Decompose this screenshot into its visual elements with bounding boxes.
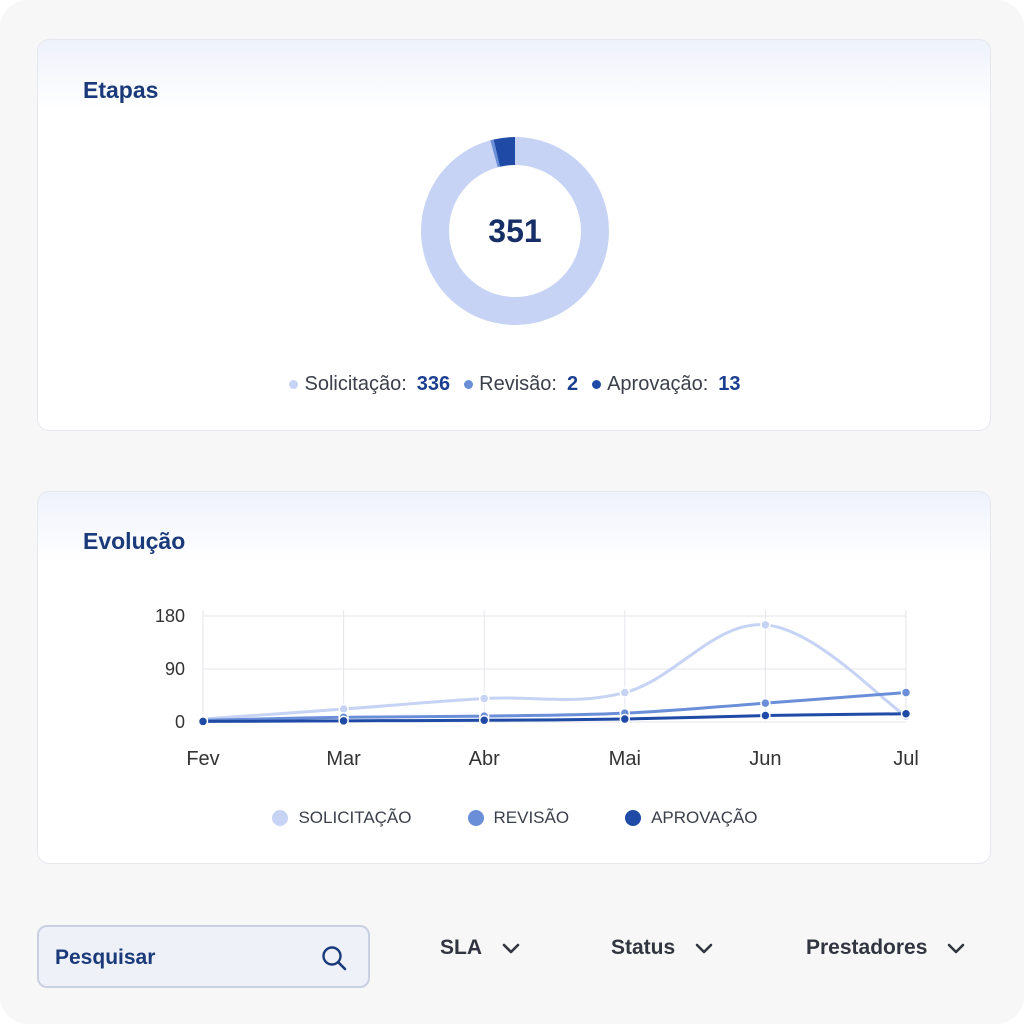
legend-item-aprovacao: Aprovação: 13 (592, 373, 741, 396)
y-tick-label: 0 (175, 712, 185, 732)
series-legend-revisao[interactable]: REVISÃO (467, 808, 570, 828)
legend-dot-solicitacao (289, 380, 299, 389)
data-point-revisao[interactable] (760, 697, 771, 709)
status-filter-dropdown[interactable]: Status (611, 936, 715, 960)
x-tick-label: Mar (326, 748, 361, 770)
etapas-card: Etapas 351 Solicitação: 336 Revisão: 2 A… (37, 39, 991, 431)
legend-label-aprovacao: Aprovação: (607, 373, 709, 395)
search-icon[interactable] (320, 944, 348, 972)
evolucao-legend: SOLICITAÇÃO REVISÃO APROVAÇÃO (38, 808, 992, 828)
data-point-solicitacao[interactable] (619, 687, 631, 698)
legend-value-revisao: 2 (566, 373, 579, 395)
chevron-down-icon (695, 943, 713, 954)
legend-dot-aprovacao (592, 380, 602, 389)
series-legend-aprovacao[interactable]: APROVAÇÃO (625, 808, 758, 828)
data-point-aprovacao[interactable] (619, 713, 631, 725)
etapas-title: Etapas (83, 77, 159, 103)
series-dot-revisao (467, 810, 484, 826)
donut-segment-aprovacao[interactable] (421, 137, 609, 325)
chevron-down-icon (948, 943, 965, 954)
series-line-revisao (202, 691, 907, 722)
search-placeholder: Pesquisar (55, 946, 156, 969)
series-label-solicitacao: SOLICITAÇÃO (298, 808, 412, 827)
etapas-donut-chart: 351 (420, 136, 610, 326)
series-legend-solicitacao[interactable]: SOLICITAÇÃO (272, 808, 412, 828)
series-line-solicitacao (202, 623, 907, 721)
search-input[interactable]: Pesquisar (37, 925, 370, 988)
legend-value-solicitacao: 336 (416, 373, 451, 395)
data-point-revisao[interactable] (900, 687, 912, 698)
series-label-aprovacao: APROVAÇÃO (651, 808, 758, 827)
chevron-down-icon (502, 943, 520, 954)
x-tick-label: Mai (609, 748, 641, 770)
donut-total: 351 (488, 212, 542, 249)
data-point-aprovacao[interactable] (760, 710, 771, 721)
y-tick-label: 180 (155, 606, 185, 626)
status-filter-label: Status (611, 936, 676, 959)
etapas-legend: Solicitação: 336 Revisão: 2 Aprovação: 1… (38, 373, 992, 396)
sla-filter-dropdown[interactable]: SLA (440, 936, 522, 960)
series-line-aprovacao (202, 712, 907, 723)
legend-item-solicitacao: Solicitação: 336 (289, 373, 450, 396)
x-tick-label: Abr (469, 748, 500, 770)
evolucao-title: Evolução (83, 528, 186, 554)
legend-dot-revisao (464, 380, 474, 389)
legend-value-aprovacao: 13 (718, 373, 741, 395)
sla-filter-label: SLA (440, 936, 482, 959)
data-point-aprovacao[interactable] (478, 714, 490, 726)
series-dot-solicitacao (272, 810, 289, 826)
prestadores-filter-dropdown[interactable]: Prestadores (806, 936, 967, 960)
x-tick-label: Jul (893, 748, 919, 770)
data-point-solicitacao[interactable] (760, 619, 771, 631)
data-point-aprovacao[interactable] (338, 715, 349, 727)
legend-item-revisao: Revisão: 2 (464, 373, 578, 396)
x-tick-label: Jun (749, 748, 781, 770)
evolucao-card: Evolução 180 90 0 Fev Mar Abr Mai Jun Jul SOLICI… (37, 491, 991, 864)
series-dot-aprovacao (625, 810, 642, 826)
prestadores-filter-label: Prestadores (806, 936, 928, 959)
legend-label-solicitacao: Solicitação: (304, 373, 407, 395)
x-tick-label: Fev (186, 748, 219, 770)
series-label-revisao: REVISÃO (493, 808, 570, 827)
legend-label-revisao: Revisão: (479, 373, 557, 395)
data-point-aprovacao[interactable] (197, 716, 209, 727)
donut-svg (421, 137, 609, 325)
y-tick-label: 90 (165, 659, 185, 679)
data-point-solicitacao[interactable] (478, 693, 490, 704)
data-point-aprovacao[interactable] (900, 708, 912, 720)
